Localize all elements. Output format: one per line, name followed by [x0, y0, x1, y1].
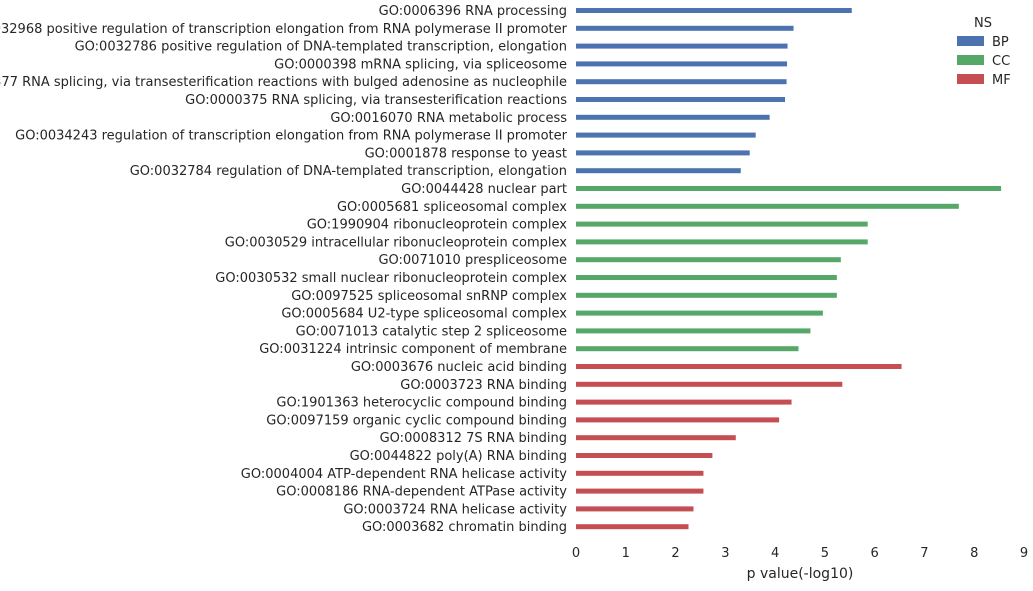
legend-title: NS: [974, 16, 992, 31]
legend-label-cc: CC: [992, 54, 1010, 69]
bar-cc: [576, 221, 868, 227]
bar-mf: [576, 470, 704, 476]
bar-cc: [576, 186, 1002, 191]
bar-bp: [576, 168, 741, 174]
category-label: GO:0006396 RNA processing: [379, 4, 567, 19]
legend: NS BP CC MF: [957, 16, 1011, 88]
category-label: GO:0016070 RNA metabolic process: [330, 111, 567, 126]
legend-swatch-bp: [957, 36, 984, 46]
bar-bp: [576, 8, 852, 13]
x-tick-label: 4: [771, 546, 779, 561]
bar-mf: [576, 364, 902, 369]
x-tick-label: 3: [721, 546, 729, 561]
x-tick-label: 1: [622, 546, 630, 561]
category-label: GO:0071013 catalytic step 2 spliceosome: [296, 324, 567, 339]
category-label: GO:0044822 poly(A) RNA binding: [350, 449, 567, 464]
bar-mf: [576, 435, 736, 441]
category-label: GO:0001878 response to yeast: [365, 146, 567, 161]
category-label: GO:0003724 RNA helicase activity: [343, 502, 567, 517]
category-label: GO:0008186 RNA-dependent ATPase activity: [276, 485, 567, 500]
bar-cc: [576, 275, 837, 280]
legend-swatch-cc: [957, 55, 984, 65]
category-label: GO:0008312 7S RNA binding: [380, 431, 567, 446]
bar-mf: [576, 524, 689, 530]
category-label: GO:0032968 positive regulation of transc…: [0, 22, 568, 37]
legend-entries: BP CC MF: [957, 35, 1011, 88]
category-label: GO:0034243 regulation of transcription e…: [15, 129, 568, 144]
bar-mf: [576, 417, 780, 423]
category-label: GO:0000377 RNA splicing, via transesteri…: [0, 75, 567, 90]
x-tick-label: 9: [1020, 546, 1028, 561]
x-tick-label: 6: [871, 546, 879, 561]
category-label: GO:0071010 prespliceosome: [378, 253, 567, 268]
x-axis-title: p value(-log10): [747, 566, 854, 582]
category-label: GO:0030532 small nuclear ribonucleoprote…: [215, 271, 567, 286]
bar-bp: [576, 79, 787, 85]
legend-label-mf: MF: [992, 73, 1011, 88]
category-label: GO:0003723 RNA binding: [400, 378, 567, 393]
bar-bp: [576, 43, 788, 49]
category-label: GO:0000375 RNA splicing, via transesteri…: [185, 93, 567, 108]
x-tick-label: 2: [671, 546, 679, 561]
category-label: GO:0000398 mRNA splicing, via spliceosom…: [274, 57, 567, 72]
x-axis-ticks: 0 1 2 3 4 5 6 7 8 9: [572, 546, 1028, 561]
bar-cc: [576, 203, 959, 209]
category-label: GO:0005684 U2-type spliceosomal complex: [281, 307, 567, 322]
bars-layer: [576, 8, 1002, 530]
bar-mf: [576, 399, 792, 405]
category-label: GO:0003676 nucleic acid binding: [351, 360, 567, 375]
x-tick-label: 8: [970, 546, 978, 561]
bar-cc: [576, 346, 799, 352]
bar-mf: [576, 506, 694, 512]
category-labels-layer: GO:0006396 RNA processing GO:0032968 posi…: [0, 4, 568, 535]
x-tick-label: 7: [920, 546, 928, 561]
category-label: GO:0097159 organic cyclic compound bindi…: [266, 413, 567, 428]
bar-bp: [576, 132, 756, 138]
legend-swatch-mf: [957, 74, 984, 84]
category-label: GO:0097525 spliceosomal snRNP complex: [291, 289, 567, 304]
category-label: GO:0003682 chromatin binding: [362, 520, 567, 535]
category-label: GO:0044428 nuclear part: [401, 182, 567, 197]
category-label: GO:0032786 positive regulation of DNA-te…: [75, 40, 567, 55]
bar-cc: [576, 328, 811, 334]
category-label: GO:1990904 ribonucleoprotein complex: [307, 218, 568, 233]
bar-cc: [576, 257, 841, 263]
bar-bp: [576, 150, 750, 156]
bar-mf: [576, 453, 713, 458]
bar-bp: [576, 61, 788, 67]
bar-cc: [576, 239, 868, 245]
bar-cc: [576, 292, 837, 298]
category-label: GO:0032784 regulation of DNA-templated t…: [130, 164, 567, 179]
x-tick-label: 0: [572, 546, 580, 561]
category-label: GO:1901363 heterocyclic compound binding: [276, 396, 567, 411]
category-label: GO:0004004 ATP-dependent RNA helicase ac…: [241, 467, 568, 482]
bar-mf: [576, 488, 704, 494]
bar-cc: [576, 310, 823, 316]
category-label: GO:0031224 intrinsic component of membra…: [259, 342, 567, 357]
x-tick-label: 5: [821, 546, 829, 561]
category-label: GO:0030529 intracellular ribonucleoprote…: [225, 235, 568, 250]
legend-label-bp: BP: [992, 35, 1009, 50]
category-label: GO:0005681 spliceosomal complex: [337, 200, 567, 215]
bar-bp: [576, 97, 786, 102]
bar-bp: [576, 114, 770, 120]
bar-bp: [576, 25, 794, 31]
bar-mf: [576, 381, 843, 387]
